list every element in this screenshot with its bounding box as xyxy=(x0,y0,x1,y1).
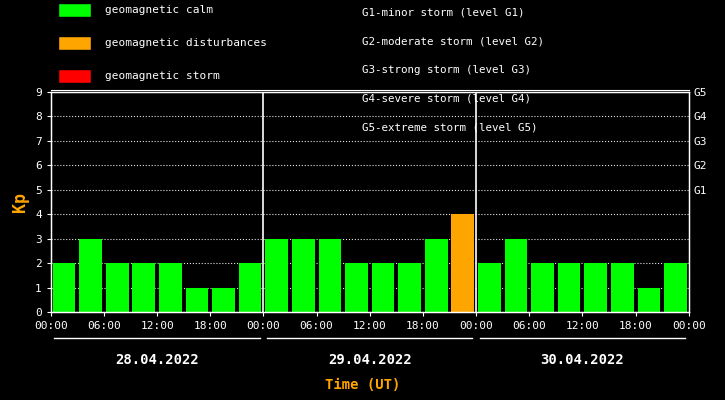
Bar xyxy=(106,263,128,312)
Bar xyxy=(212,288,235,312)
Bar xyxy=(637,288,660,312)
Bar xyxy=(664,263,687,312)
Bar xyxy=(372,263,394,312)
Bar xyxy=(53,263,75,312)
Bar xyxy=(159,263,182,312)
Bar xyxy=(584,263,607,312)
Bar xyxy=(318,239,341,312)
Text: G2-moderate storm (level G2): G2-moderate storm (level G2) xyxy=(362,36,544,46)
Bar xyxy=(292,239,315,312)
Bar xyxy=(452,214,474,312)
Bar xyxy=(611,263,634,312)
Bar xyxy=(398,263,421,312)
Y-axis label: Kp: Kp xyxy=(12,192,30,212)
Text: G4-severe storm (level G4): G4-severe storm (level G4) xyxy=(362,94,531,104)
Bar xyxy=(239,263,262,312)
Text: 30.04.2022: 30.04.2022 xyxy=(541,353,624,367)
Text: G5-extreme storm (level G5): G5-extreme storm (level G5) xyxy=(362,122,538,132)
Bar xyxy=(531,263,554,312)
Text: geomagnetic calm: geomagnetic calm xyxy=(105,5,213,15)
Bar xyxy=(478,263,501,312)
Bar xyxy=(558,263,581,312)
Text: 29.04.2022: 29.04.2022 xyxy=(328,353,412,367)
Text: G3-strong storm (level G3): G3-strong storm (level G3) xyxy=(362,65,531,75)
Bar xyxy=(186,288,208,312)
Text: geomagnetic storm: geomagnetic storm xyxy=(105,70,220,81)
Bar xyxy=(265,239,288,312)
Bar xyxy=(345,263,368,312)
Bar xyxy=(425,239,447,312)
Bar xyxy=(133,263,155,312)
Text: 28.04.2022: 28.04.2022 xyxy=(115,353,199,367)
Text: Time (UT): Time (UT) xyxy=(325,378,400,392)
Bar xyxy=(505,239,527,312)
Text: G1-minor storm (level G1): G1-minor storm (level G1) xyxy=(362,7,525,17)
Text: geomagnetic disturbances: geomagnetic disturbances xyxy=(105,38,267,48)
Bar xyxy=(79,239,102,312)
